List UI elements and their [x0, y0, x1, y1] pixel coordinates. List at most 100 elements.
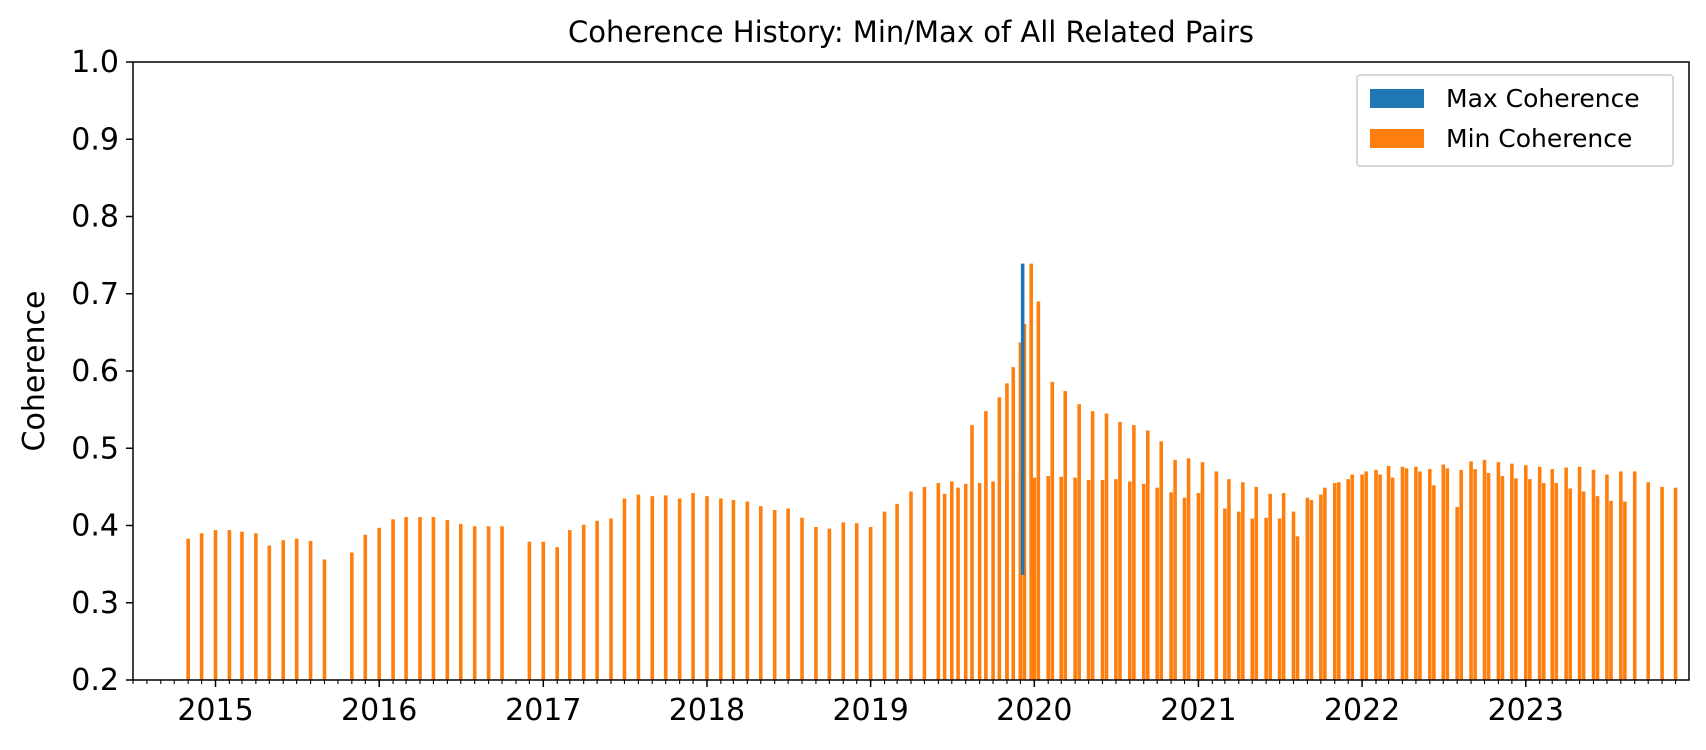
min-coherence-bar [227, 530, 232, 680]
y-axis-label: Coherence [17, 291, 52, 452]
min-coherence-bar [1073, 477, 1077, 680]
min-coherence-bar [1482, 459, 1487, 680]
min-coherence-bar [1173, 459, 1177, 680]
min-coherence-bar [1029, 263, 1033, 680]
min-coherence-bar [1609, 500, 1613, 680]
min-coherence-bar [1660, 486, 1664, 680]
min-coherence-bar [909, 491, 913, 680]
min-coherence-bar [1141, 483, 1146, 680]
min-coherence-bar [1486, 472, 1491, 680]
legend-box [1356, 74, 1674, 167]
legend-swatch-max [1370, 89, 1424, 108]
legend-label-min: Min Coherence [1446, 124, 1632, 153]
min-coherence-bar [1378, 474, 1382, 680]
min-coherence-bar [391, 519, 395, 680]
min-coherence-bar [431, 517, 436, 680]
min-coherence-bar [1591, 469, 1596, 680]
min-coherence-bar [677, 498, 682, 680]
min-coherence-bar [1018, 342, 1023, 680]
min-coherence-bar [950, 481, 954, 680]
y-tick-label: 1.0 [71, 45, 119, 80]
min-coherence-bar [1196, 493, 1201, 680]
min-coherence-bar [970, 425, 974, 680]
min-coherence-bar [1155, 487, 1159, 680]
min-coherence-bar [541, 541, 546, 680]
min-coherence-bar [445, 520, 450, 680]
min-coherence-bar [691, 493, 695, 680]
min-coherence-bar [997, 397, 1002, 680]
min-coherence-bar [1445, 468, 1450, 680]
min-coherence-bar [1169, 492, 1173, 680]
min-coherence-bar [1428, 469, 1432, 680]
min-coherence-bar [567, 530, 572, 680]
min-coherence-bar [1186, 458, 1191, 680]
min-coherence-bar [1605, 474, 1609, 680]
x-tick-label: 2020 [996, 693, 1072, 728]
legend-swatch-min [1370, 129, 1424, 148]
min-coherence-bar [1063, 391, 1068, 680]
min-coherence-bar [267, 545, 272, 680]
min-coherence-bar [1200, 462, 1205, 680]
min-coherence-bar [1241, 482, 1245, 680]
min-coherence-bar [1011, 367, 1016, 680]
min-coherence-bar [731, 500, 736, 680]
min-coherence-bar [984, 411, 988, 680]
min-coherence-bar [213, 530, 218, 680]
min-coherence-bar [527, 541, 532, 680]
min-coherence-bar [922, 486, 927, 680]
min-coherence-bar [581, 524, 586, 680]
min-coherence-bar [956, 487, 960, 680]
min-coherence-bar [1214, 471, 1219, 680]
min-coherence-bar [814, 527, 818, 680]
min-coherence-bar [1404, 468, 1409, 680]
min-coherence-bar [1459, 469, 1464, 680]
min-coherence-bar [841, 522, 846, 680]
min-coherence-bar [1236, 511, 1241, 680]
min-coherence-bar [500, 526, 504, 680]
min-coherence-bar [1414, 466, 1418, 680]
min-coherence-bar [1332, 483, 1337, 680]
min-coherence-bar [1227, 479, 1231, 680]
x-tick-label: 2016 [341, 693, 417, 728]
min-coherence-bar [772, 510, 777, 680]
x-tick-label: 2019 [832, 693, 908, 728]
min-coherence-bar [705, 496, 709, 680]
y-tick-label: 0.5 [71, 431, 119, 466]
min-coherence-bar [1673, 487, 1678, 680]
min-coherence-bar [1254, 486, 1259, 680]
min-coherence-bar [758, 506, 763, 680]
min-coherence-bar [895, 503, 899, 680]
min-coherence-bar [1550, 469, 1555, 680]
min-coherence-bar [1469, 461, 1473, 680]
y-tick-label: 0.7 [71, 277, 119, 312]
min-coherence-bar [555, 547, 560, 680]
min-coherence-bar [199, 533, 204, 680]
min-coherence-bar [294, 538, 299, 680]
min-coherence-bar [472, 526, 477, 680]
min-coherence-bar [1281, 493, 1286, 680]
min-coherence-bar [1223, 508, 1227, 680]
min-coherence-bar [1277, 518, 1282, 680]
min-coherence-bar [609, 518, 613, 680]
min-coherence-bar [882, 511, 887, 680]
chart-title: Coherence History: Min/Max of All Relate… [568, 15, 1254, 49]
min-coherence-bar [991, 481, 995, 680]
min-coherence-bar [1182, 497, 1187, 680]
min-coherence-bar [458, 523, 463, 680]
min-coherence-bar [486, 526, 491, 680]
min-coherence-bar [1295, 536, 1300, 680]
min-coherence-bar [1619, 471, 1623, 680]
x-tick-label: 2023 [1488, 693, 1564, 728]
min-coherence-bar [1364, 471, 1368, 680]
min-coherence-bar [1510, 463, 1514, 680]
min-coherence-bar [636, 494, 641, 680]
min-coherence-bar [1050, 381, 1055, 680]
min-coherence-bar [1386, 466, 1391, 680]
min-coherence-bar [1059, 476, 1064, 680]
y-tick-label: 0.6 [71, 354, 119, 389]
min-coherence-bar [1581, 491, 1586, 680]
min-coherence-bar [1114, 479, 1118, 680]
min-coherence-bar [1346, 479, 1351, 680]
min-coherence-bar [650, 496, 655, 680]
y-tick-label: 0.9 [71, 122, 119, 157]
